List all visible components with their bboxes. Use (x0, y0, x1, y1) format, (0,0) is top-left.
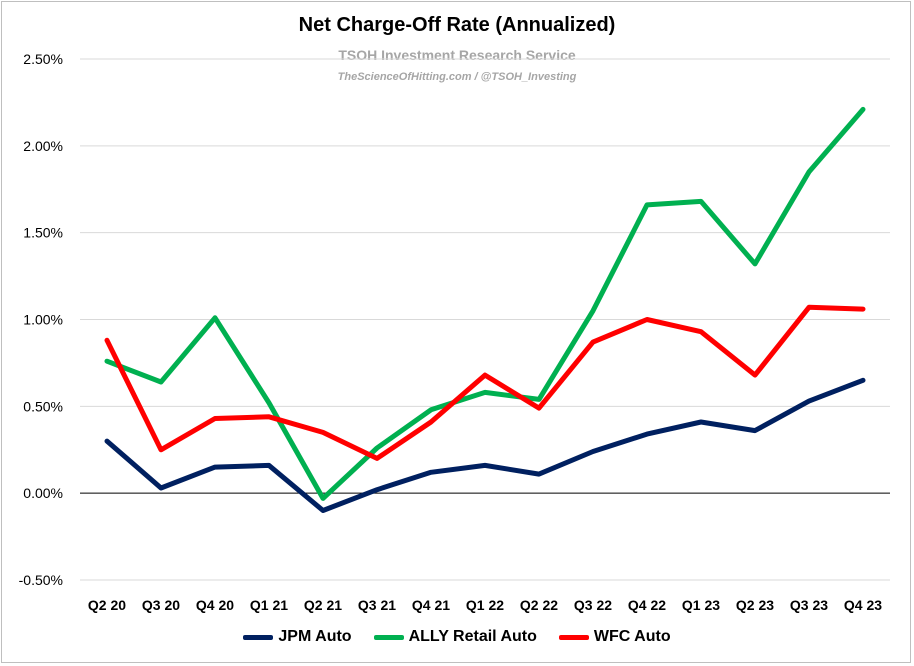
x-tick-label: Q1 22 (466, 597, 504, 613)
x-axis-ticks: Q2 20 Q3 20 Q4 20 Q1 21 Q2 21 Q3 21 Q4 21 Q1 22… (88, 597, 882, 613)
y-tick-label: 0.00% (23, 485, 63, 501)
legend-swatch-ally (373, 634, 404, 640)
legend-item-ally: ALLY Retail Auto (373, 628, 537, 646)
x-tick-label: Q4 21 (412, 597, 450, 613)
y-tick-label: 0.50% (23, 398, 63, 414)
x-tick-label: Q3 22 (574, 597, 612, 613)
y-tick-label: 1.50% (23, 225, 63, 241)
x-tick-label: Q1 23 (682, 597, 720, 613)
legend-item-wfc: WFC Auto (558, 628, 671, 646)
y-tick-label: 2.00% (23, 138, 63, 154)
x-tick-label: Q3 23 (790, 597, 828, 613)
x-tick-label: Q4 23 (844, 597, 882, 613)
x-tick-label: Q2 23 (736, 597, 774, 613)
legend-swatch-jpm (243, 634, 274, 640)
legend-label-jpm: JPM Auto (278, 628, 352, 645)
legend-swatch-wfc (558, 634, 589, 640)
x-tick-label: Q4 20 (196, 597, 234, 613)
y-tick-label: 1.00% (23, 312, 63, 328)
y-tick-label: -0.50% (19, 572, 63, 588)
gridlines (80, 58, 890, 581)
x-tick-label: Q3 21 (358, 597, 396, 613)
series-line-jpm-auto (104, 377, 866, 513)
x-tick-label: Q1 21 (250, 597, 288, 613)
x-tick-label: Q3 20 (142, 597, 180, 613)
x-tick-label: Q2 21 (304, 597, 342, 613)
legend-label-ally: ALLY Retail Auto (408, 628, 537, 645)
chart-title: Net Charge-Off Rate (Annualized) (298, 14, 616, 36)
legend-item-jpm: JPM Auto (243, 628, 352, 646)
x-tick-label: Q4 22 (628, 597, 666, 613)
series-line-ally-retail-auto (104, 106, 866, 501)
y-tick-label: 2.50% (23, 51, 63, 67)
x-tick-label: Q2 22 (520, 597, 558, 613)
x-tick-label: Q2 20 (88, 597, 126, 613)
chart-credit: TheScienceOfHitting.com / @TSOH_Investin… (337, 71, 577, 83)
y-axis-ticks: 2.50% 2.00% 1.50% 1.00% 0.50% 0.00% -0.50% (19, 51, 63, 588)
series-lines (104, 106, 866, 513)
legend-label-wfc: WFC Auto (593, 628, 671, 645)
legend: JPM Auto ALLY Retail Auto WFC Auto (0, 628, 914, 646)
